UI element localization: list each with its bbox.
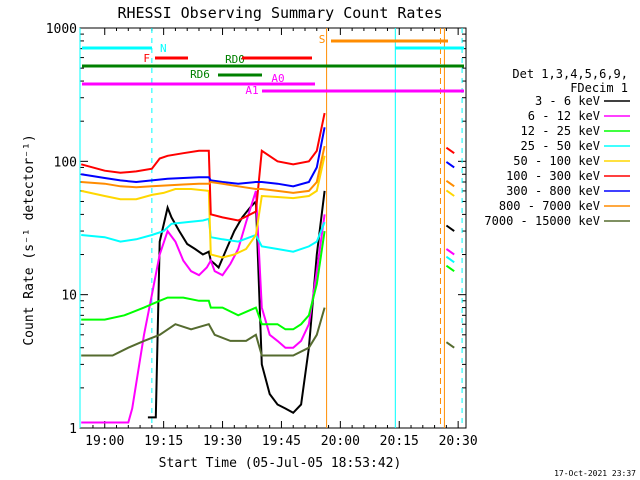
- series-line: [147, 190, 326, 419]
- series-line-tail: [445, 146, 455, 155]
- y-tick-label: 10: [61, 289, 77, 304]
- series-line: [80, 155, 326, 259]
- series-line: [81, 145, 326, 194]
- series-line: [81, 190, 326, 424]
- legend-entry: 300 - 800 keV: [506, 184, 600, 198]
- chart-title: RHESSI Observing Summary Count Rates: [117, 4, 442, 22]
- series-line: [81, 307, 326, 357]
- series-line-tail: [445, 255, 455, 264]
- x-tick-label: 20:30: [439, 434, 478, 449]
- series-line-tail: [445, 341, 455, 349]
- x-axis-label: Start Time (05-Jul-05 18:53:42): [159, 456, 402, 471]
- y-axis-label: Count Rate (s⁻¹ detector⁻¹): [22, 134, 37, 345]
- timestamp: 17-Oct-2021 23:37: [554, 469, 636, 478]
- legend-entry: 100 - 300 keV: [506, 169, 600, 183]
- x-tick-label: 20:00: [321, 434, 360, 449]
- flag-label: RD6: [190, 68, 210, 81]
- flag-label: RD0: [225, 53, 245, 66]
- flag-label: A0: [271, 72, 284, 85]
- series-line: [81, 217, 326, 253]
- x-tick-label: 19:45: [262, 434, 301, 449]
- legend-entry: 50 - 100 keV: [513, 154, 600, 168]
- flag-label: A1: [245, 84, 258, 97]
- legend-entry: 800 - 7000 keV: [499, 199, 600, 213]
- flag-label: S: [319, 33, 326, 46]
- plot-area: 19:00 19:15 19:30 19:45 20:00 20:15 20:30 1 10 10…: [46, 22, 478, 449]
- x-tick-label: 20:15: [380, 434, 419, 449]
- legend-header: FDecim 1: [570, 81, 628, 95]
- legend-header: Det 1,3,4,5,6,9,: [512, 67, 628, 81]
- series-line: [80, 112, 326, 222]
- flag-label: N: [160, 42, 167, 55]
- series-line: [81, 127, 326, 188]
- y-tick-label: 1000: [46, 22, 77, 37]
- x-tick-label: 19:15: [144, 434, 183, 449]
- x-tick-label: 19:00: [85, 434, 124, 449]
- series-line: [81, 230, 326, 331]
- series-line-tail: [445, 179, 455, 188]
- legend-entry: 3 - 6 keV: [535, 94, 600, 108]
- y-tick-label: 1: [69, 422, 77, 437]
- flag-label: F: [143, 52, 150, 65]
- x-tick-label: 19:30: [203, 434, 242, 449]
- series-line-tail: [445, 189, 455, 197]
- legend-entry: 6 - 12 keV: [528, 109, 600, 123]
- legend-entry: 25 - 50 keV: [521, 139, 600, 153]
- series-line-tail: [445, 224, 455, 232]
- series-line-tail: [445, 264, 455, 273]
- legend-entry: 7000 - 15000 keV: [484, 214, 600, 228]
- series-line-tail: [445, 248, 455, 256]
- legend-entry: 12 - 25 keV: [521, 124, 600, 138]
- y-tick-label: 100: [54, 155, 77, 170]
- series-line-tail: [445, 161, 455, 169]
